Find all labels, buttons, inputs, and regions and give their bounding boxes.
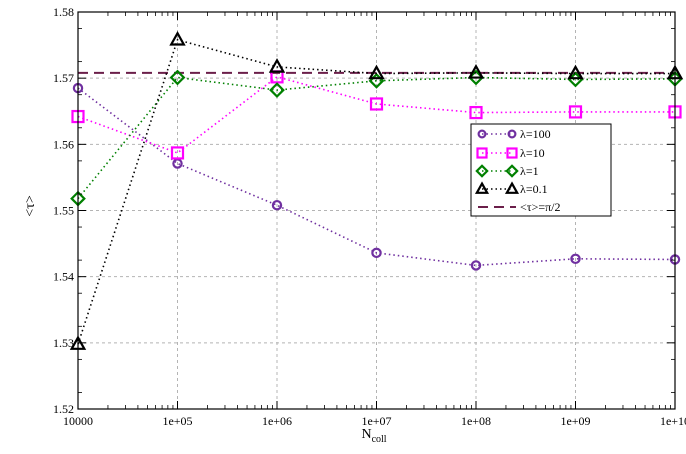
data-point: [470, 260, 482, 271]
data-point: [269, 82, 285, 98]
legend-label: λ=100: [520, 127, 551, 141]
legend-label: λ=10: [520, 146, 545, 160]
x-tick-label: 1e+05: [162, 414, 192, 428]
legend-marker: [477, 129, 487, 139]
legend-item: λ=1: [475, 164, 539, 178]
data-point: [467, 64, 485, 79]
legend: λ=100 λ=10 λ=1 λ=0.1 <τ>=π/2: [470, 123, 612, 217]
data-point: [271, 199, 283, 211]
y-tick-label: 1.58: [53, 5, 74, 19]
x-axis-label-sub: coll: [372, 434, 387, 445]
x-tick-label: 1e+06: [262, 414, 292, 428]
legend-marker: [504, 181, 520, 194]
data-point: [268, 58, 286, 73]
y-tick-label: 1.55: [53, 204, 74, 218]
series-1: [72, 82, 681, 271]
series-line: [77, 76, 676, 200]
data-point: [369, 97, 384, 111]
data-point: [371, 247, 382, 259]
legend-label: λ=0.1: [520, 182, 548, 196]
data-point: [567, 64, 584, 80]
x-axis-label: Ncoll: [361, 427, 386, 445]
legend-marker: [475, 164, 489, 178]
x-tick-label: 10000: [63, 414, 93, 428]
legend-item: λ=0.1: [474, 181, 548, 196]
y-tick-label: 1.53: [53, 336, 74, 350]
y-tick-label: 1.54: [53, 270, 74, 284]
legend-label: <τ>=π/2: [520, 200, 561, 214]
x-tick-label: 1e+08: [461, 414, 491, 428]
x-axis-label-main: N: [361, 427, 371, 442]
data-point: [469, 105, 483, 120]
y-tick-label: 1.52: [53, 402, 74, 416]
axis-labels: <τ> Ncoll: [23, 195, 387, 445]
legend-marker: [505, 164, 519, 178]
y-tick-label: 1.56: [53, 137, 74, 151]
legend-marker: [476, 147, 488, 159]
legend-marker: [474, 181, 490, 194]
series-layer: [69, 30, 684, 350]
legend-marker: [507, 129, 517, 139]
legend-item-reference: <τ>=π/2: [478, 200, 561, 214]
legend-item: λ=10: [476, 146, 545, 160]
y-axis-label: <τ>: [23, 195, 38, 217]
x-tick-label: 1e+07: [361, 414, 391, 428]
legend-label: λ=1: [520, 164, 539, 178]
legend-item: λ=100: [477, 127, 551, 141]
data-point: [368, 64, 385, 80]
x-tick-label: 1e+10: [660, 414, 686, 428]
data-point: [170, 146, 185, 160]
legend-marker: [506, 147, 518, 159]
series-line: [77, 87, 676, 267]
data-point: [169, 30, 186, 46]
series-line: [77, 38, 675, 345]
ticks: 10000 1e+05 1e+06 1e+07 1e+08 1e+09 1e+10 1.52 1…: [53, 5, 686, 428]
series-line: [77, 75, 675, 154]
x-tick-label: 1e+09: [560, 414, 590, 428]
y-tick-label: 1.57: [53, 71, 74, 85]
data-point: [570, 253, 581, 265]
data-point: [568, 105, 583, 119]
legend-box: [470, 123, 612, 217]
data-point: [169, 69, 186, 86]
